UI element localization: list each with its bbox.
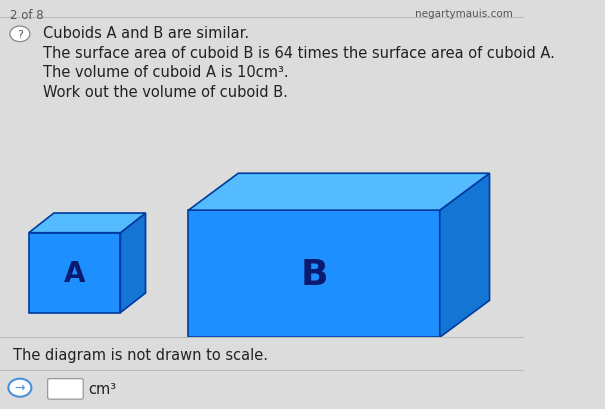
Polygon shape: [29, 213, 146, 233]
Text: B: B: [300, 257, 328, 291]
Polygon shape: [29, 233, 120, 313]
Polygon shape: [189, 211, 440, 337]
Text: Work out the volume of cuboid B.: Work out the volume of cuboid B.: [43, 85, 288, 100]
FancyBboxPatch shape: [48, 379, 83, 399]
Text: A: A: [64, 259, 85, 287]
Circle shape: [10, 27, 30, 43]
Text: Cuboids A and B are similar.: Cuboids A and B are similar.: [43, 26, 249, 41]
Text: The surface area of cuboid B is 64 times the surface area of cuboid A.: The surface area of cuboid B is 64 times…: [43, 46, 555, 61]
Polygon shape: [440, 174, 489, 337]
Text: ?: ?: [17, 30, 23, 40]
Circle shape: [8, 379, 31, 397]
Polygon shape: [120, 213, 146, 313]
Text: cm³: cm³: [88, 382, 116, 396]
Text: The diagram is not drawn to scale.: The diagram is not drawn to scale.: [13, 347, 268, 362]
Text: The volume of cuboid A is 10cm³.: The volume of cuboid A is 10cm³.: [43, 65, 289, 80]
Polygon shape: [189, 174, 489, 211]
Text: 2 of 8: 2 of 8: [10, 9, 44, 22]
Text: →: →: [15, 381, 25, 394]
Text: negartymauis.com: negartymauis.com: [415, 9, 513, 19]
